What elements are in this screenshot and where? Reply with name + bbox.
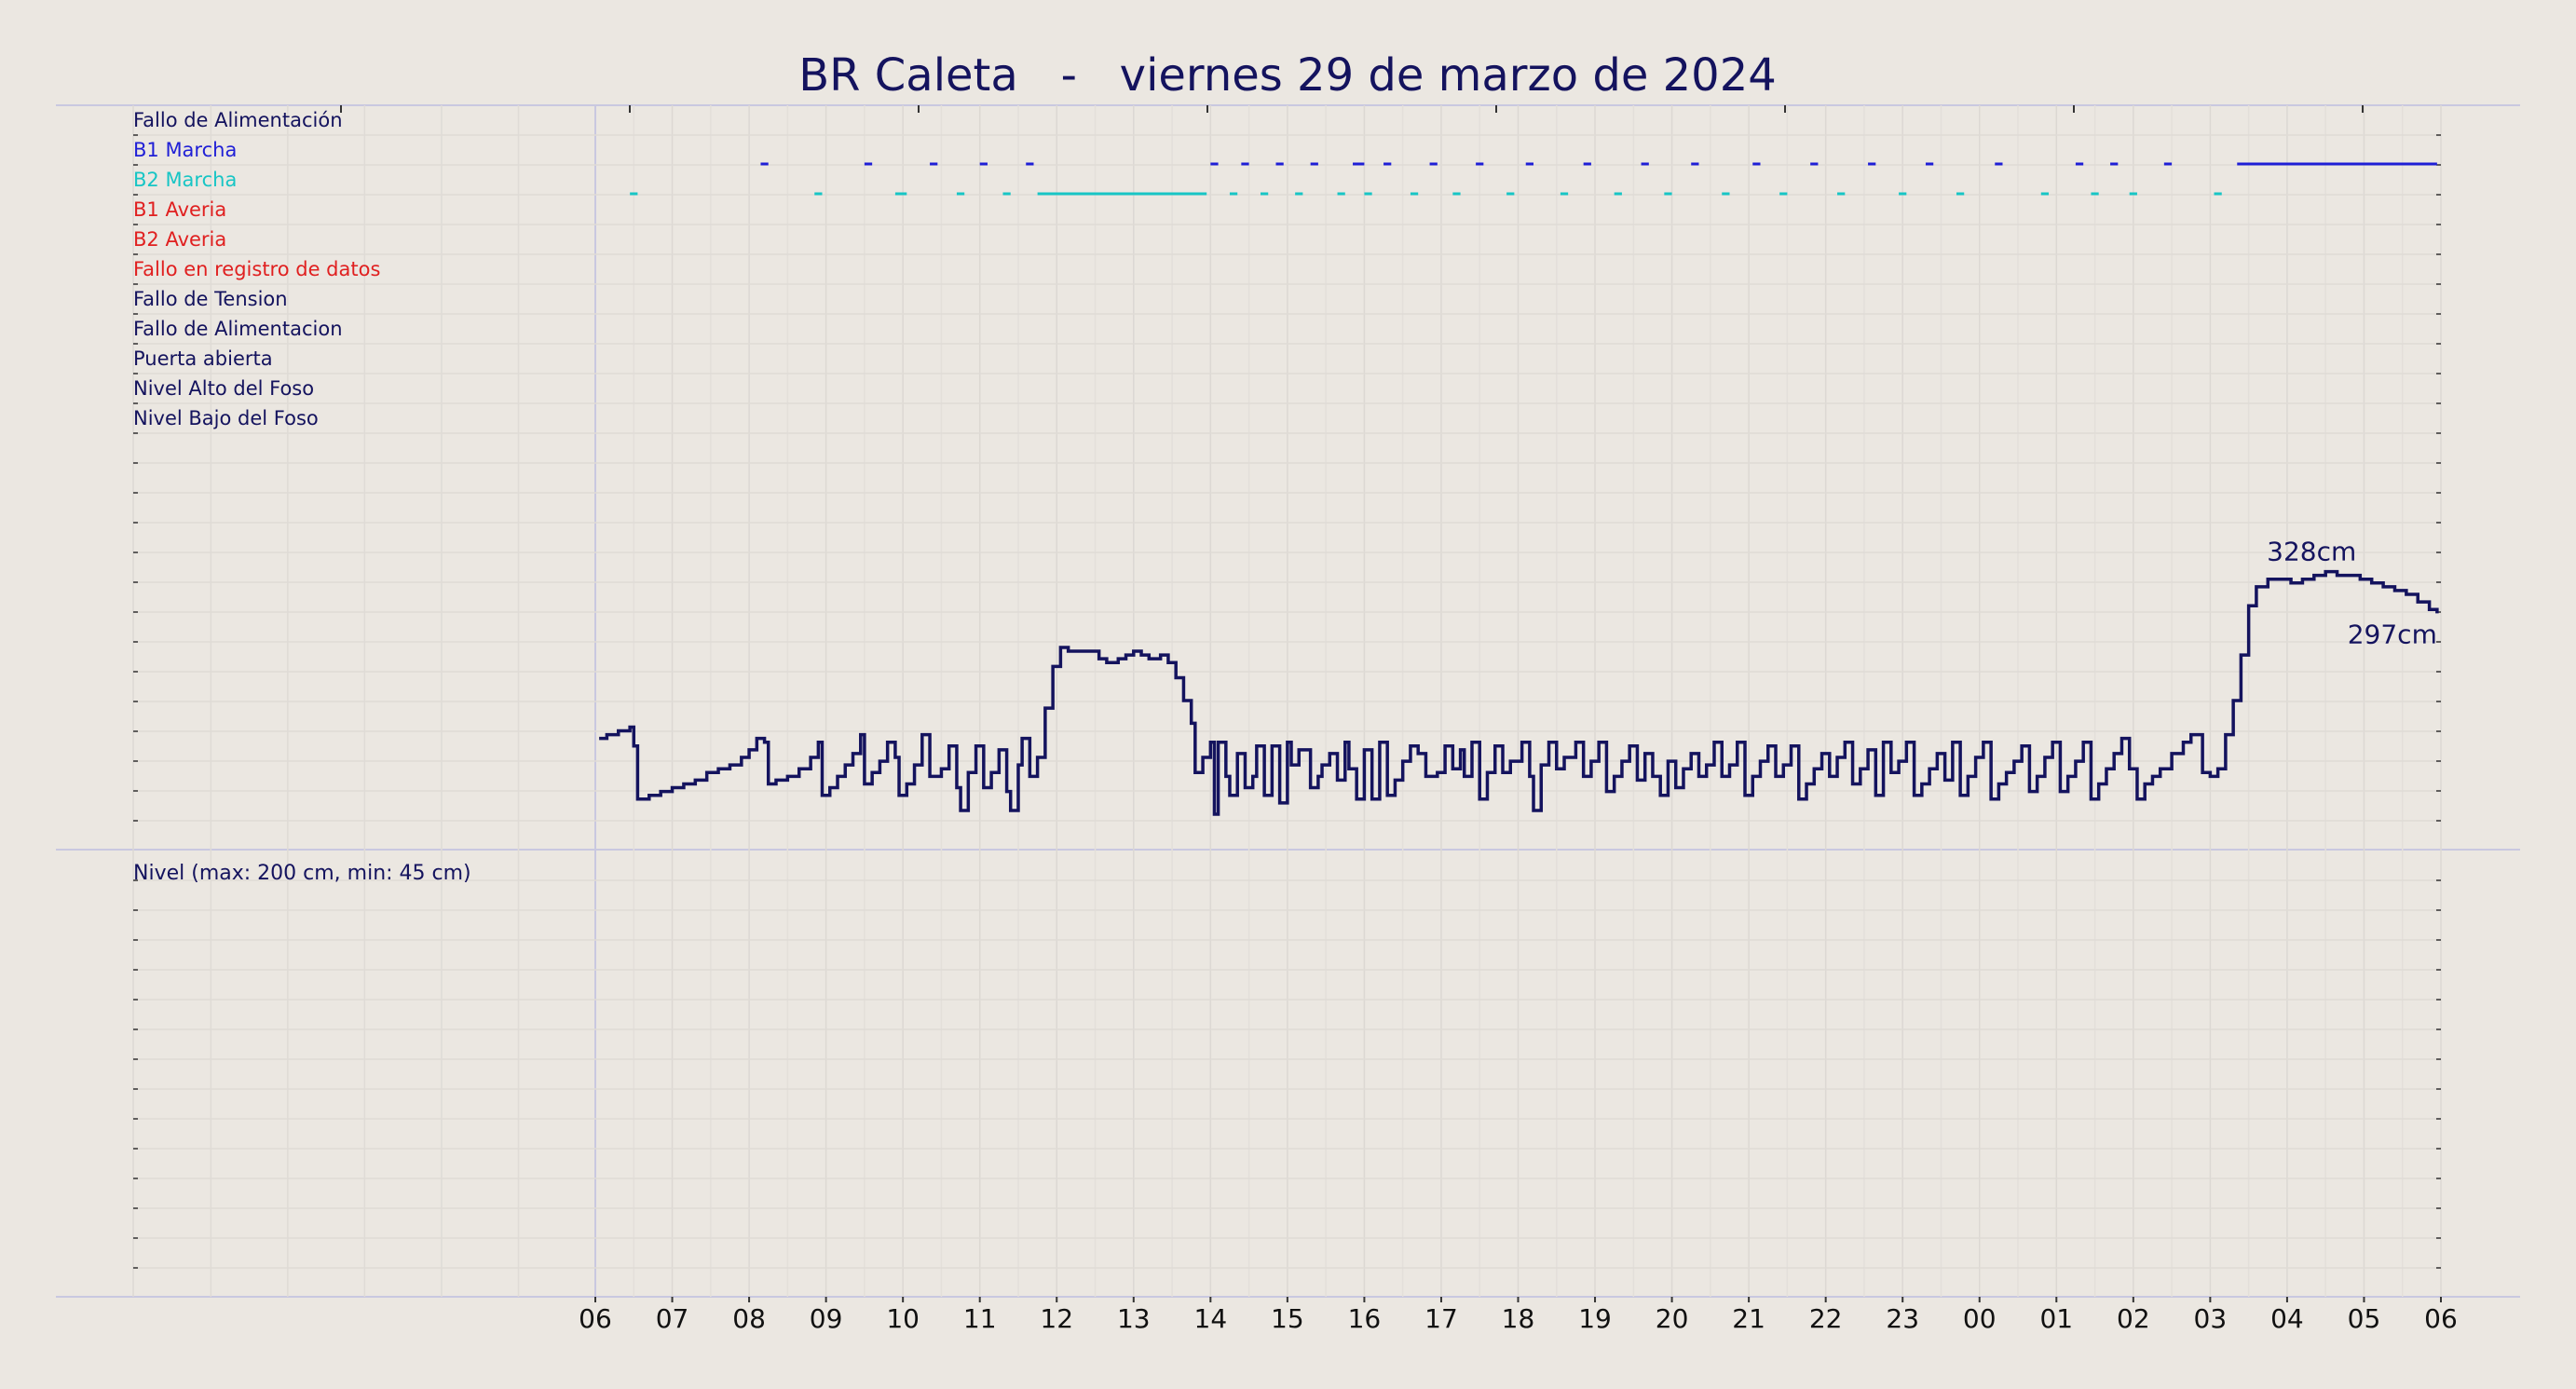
x-tick-label: 09	[810, 1303, 843, 1334]
x-tick-label: 13	[1117, 1303, 1151, 1334]
signal-label: Puerta abierta	[133, 347, 273, 370]
x-tick-label: 22	[1809, 1303, 1843, 1334]
x-tick-label: 18	[1502, 1303, 1535, 1334]
x-tick-label: 06	[579, 1303, 612, 1334]
signal-label: B1 Averia	[133, 198, 226, 221]
signal-label: Fallo de Alimentación	[133, 109, 343, 131]
x-tick-label: 05	[2348, 1303, 2381, 1334]
x-tick-label: 00	[1963, 1303, 1997, 1334]
signal-label: Fallo en registro de datos	[133, 258, 380, 280]
x-tick-label: 08	[732, 1303, 766, 1334]
signal-bars	[630, 162, 2437, 196]
x-tick-label: 01	[2039, 1303, 2073, 1334]
signal-labels: Fallo de Alimentación B1 Marcha B2 Marcha B…	[133, 109, 380, 429]
x-tick-label: 20	[1656, 1303, 1689, 1334]
x-tick-label: 15	[1271, 1303, 1304, 1334]
chart-title: BR Caleta - viernes 29 de marzo de 2024	[798, 49, 1777, 102]
x-tick-label: 04	[2270, 1303, 2304, 1334]
grid-lines	[56, 104, 2520, 1298]
x-tick-label: 14	[1194, 1303, 1228, 1334]
x-tick-label: 16	[1348, 1303, 1382, 1334]
level-label: Nivel (max: 200 cm, min: 45 cm)	[133, 862, 471, 885]
last-annotation: 297cm	[2348, 619, 2437, 649]
x-axis-ticks: 06 07 08 09 10 11 12 13 14 15 16 17 18 19 20 21 22 23 00 01…	[579, 1297, 2458, 1334]
signal-label: B2 Averia	[133, 228, 226, 251]
x-tick-label: 12	[1040, 1303, 1073, 1334]
x-tick-label: 07	[656, 1303, 689, 1334]
x-tick-label: 10	[886, 1303, 920, 1334]
signal-label: Nivel Alto del Foso	[133, 377, 314, 400]
x-tick-label: 06	[2424, 1303, 2458, 1334]
level-line	[599, 569, 2439, 816]
x-tick-label: 19	[1578, 1303, 1612, 1334]
level-plot: Nivel (max: 200 cm, min: 45 cm) 328cm 297c…	[133, 537, 2439, 885]
x-tick-label: 21	[1732, 1303, 1765, 1334]
max-annotation: 328cm	[2267, 537, 2356, 567]
x-tick-label: 02	[2117, 1303, 2150, 1334]
x-tick-label: 23	[1886, 1303, 1919, 1334]
signal-label: Nivel Bajo del Foso	[133, 407, 319, 429]
signal-label: B2 Marcha	[133, 169, 237, 191]
signal-label: Fallo de Tension	[133, 288, 288, 310]
signal-label: Fallo de Alimentacion	[133, 318, 343, 340]
signal-label: B1 Marcha	[133, 139, 237, 161]
x-tick-label: 17	[1424, 1303, 1458, 1334]
x-tick-label: 11	[963, 1303, 997, 1334]
x-tick-label: 03	[2194, 1303, 2228, 1334]
